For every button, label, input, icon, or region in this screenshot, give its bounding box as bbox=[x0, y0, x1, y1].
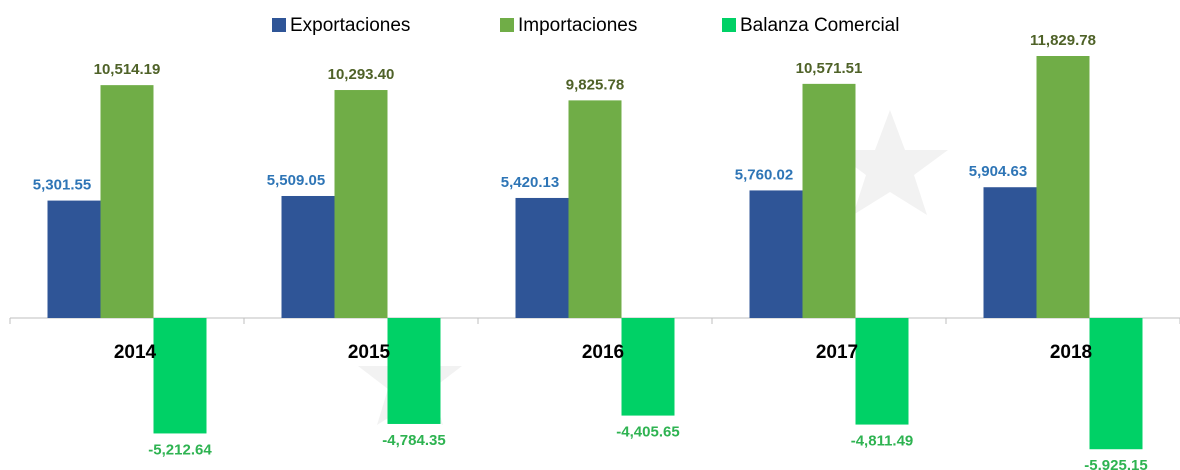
bar bbox=[100, 85, 154, 318]
legend-swatch bbox=[500, 18, 514, 32]
bar bbox=[983, 187, 1037, 318]
value-label: 10,293.40 bbox=[328, 66, 395, 83]
value-label: -5,925.15 bbox=[1084, 457, 1147, 470]
legend-label: Importaciones bbox=[518, 15, 637, 36]
value-label: 10,514.19 bbox=[94, 61, 161, 78]
bar bbox=[1036, 56, 1090, 318]
bar bbox=[334, 90, 388, 318]
bar bbox=[153, 318, 207, 434]
x-tick-label: 2015 bbox=[348, 342, 391, 363]
bar bbox=[855, 318, 909, 425]
value-label: 10,571.51 bbox=[796, 60, 863, 77]
legend-label: Balanza Comercial bbox=[740, 15, 899, 36]
bar bbox=[568, 100, 622, 319]
bar bbox=[802, 83, 856, 319]
value-label: 11,829.78 bbox=[1030, 32, 1096, 49]
value-label: 5,904.63 bbox=[969, 163, 1027, 180]
x-tick-label: 2016 bbox=[582, 342, 624, 363]
bar bbox=[1089, 318, 1143, 450]
value-label: 5,301.55 bbox=[33, 177, 91, 194]
bar bbox=[749, 190, 803, 318]
bar bbox=[47, 200, 101, 318]
bar bbox=[387, 318, 441, 424]
legend-swatch bbox=[272, 18, 286, 32]
value-label: 5,420.13 bbox=[501, 174, 559, 191]
value-label: 5,509.05 bbox=[267, 172, 325, 189]
x-tick-label: 2018 bbox=[1050, 342, 1092, 363]
x-tick-label: 2017 bbox=[816, 342, 858, 363]
bar bbox=[621, 318, 675, 416]
value-label: -4,784.35 bbox=[382, 432, 445, 449]
value-label: -4,405.65 bbox=[616, 424, 679, 441]
value-label: -4,811.49 bbox=[851, 433, 914, 450]
bar bbox=[515, 197, 569, 318]
value-label: 9,825.78 bbox=[566, 76, 624, 93]
legend-swatch bbox=[722, 18, 736, 32]
legend-label: Exportaciones bbox=[290, 15, 410, 36]
value-label: -5,212.64 bbox=[148, 441, 212, 458]
bar bbox=[281, 195, 335, 318]
value-label: 5,760.02 bbox=[735, 166, 793, 183]
x-tick-label: 2014 bbox=[114, 342, 157, 363]
